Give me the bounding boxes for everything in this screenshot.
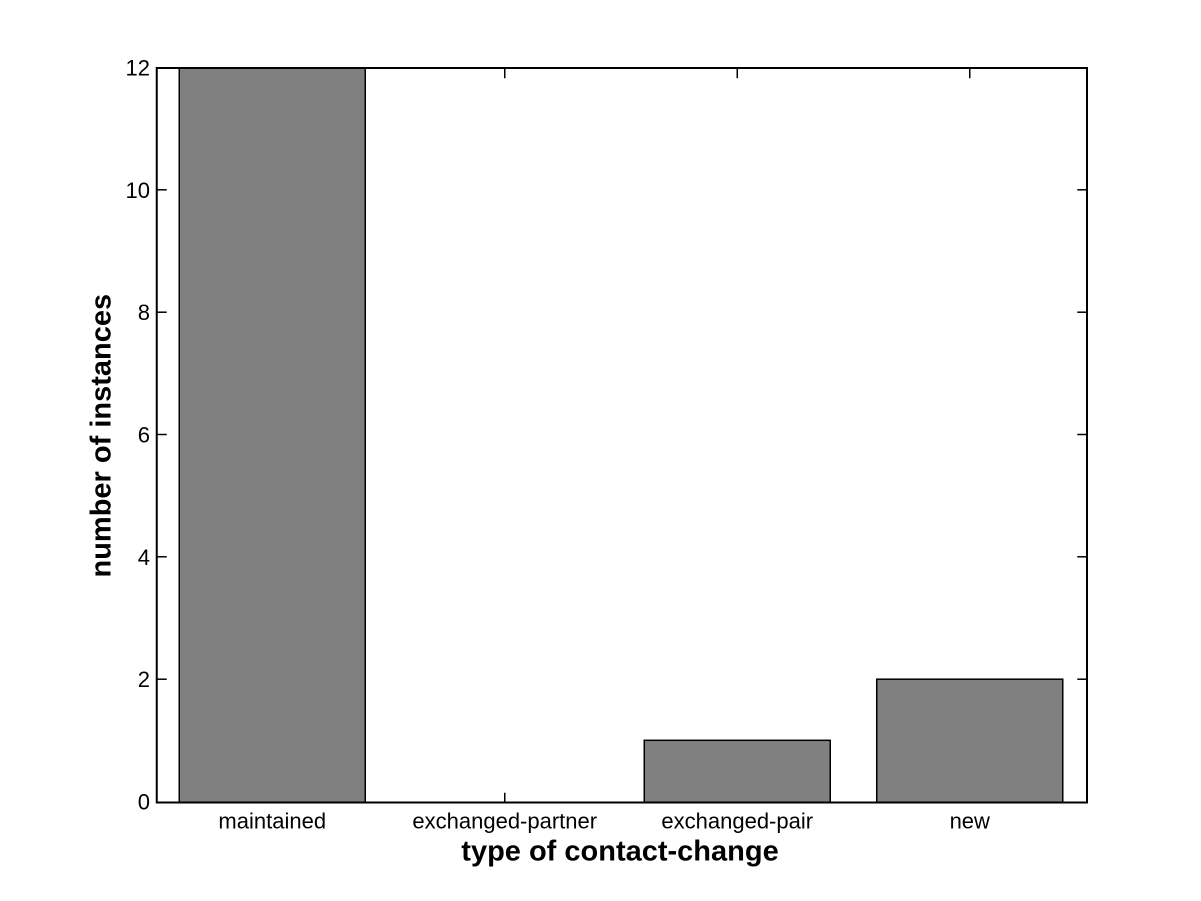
svg-text:exchanged-pair: exchanged-pair bbox=[661, 808, 813, 833]
svg-text:10: 10 bbox=[126, 178, 150, 203]
svg-text:new: new bbox=[950, 808, 990, 833]
svg-text:4: 4 bbox=[138, 545, 150, 570]
svg-text:0: 0 bbox=[138, 790, 150, 815]
svg-text:12: 12 bbox=[126, 56, 150, 81]
svg-text:8: 8 bbox=[138, 300, 150, 325]
svg-text:2: 2 bbox=[138, 667, 150, 692]
svg-text:number of instances: number of instances bbox=[86, 294, 118, 578]
svg-text:type of contact-change: type of contact-change bbox=[461, 836, 778, 868]
svg-text:6: 6 bbox=[138, 423, 150, 448]
svg-text:maintained: maintained bbox=[218, 808, 326, 833]
svg-text:exchanged-partner: exchanged-partner bbox=[412, 808, 597, 833]
